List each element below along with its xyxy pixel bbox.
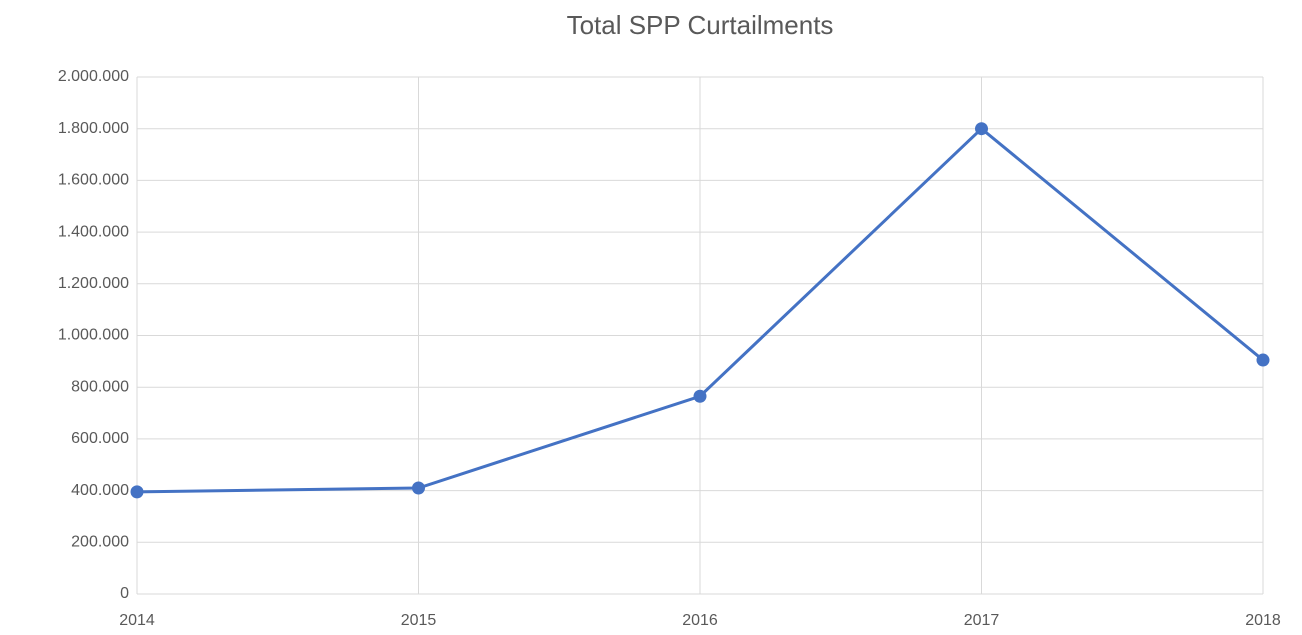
y-tick-label: 1.400.000 [58, 223, 129, 240]
y-tick-label: 0 [120, 585, 129, 602]
marker [975, 122, 988, 136]
y-tick-label: 600.000 [71, 430, 129, 447]
y-tick-label: 1.800.000 [58, 120, 129, 137]
y-tick-label: 400.000 [71, 482, 129, 499]
y-tick-label: 2.000.000 [58, 68, 129, 85]
y-tick-label: 800.000 [71, 378, 129, 395]
marker [693, 389, 707, 403]
x-tick-label: 2016 [682, 612, 718, 629]
marker [1256, 353, 1270, 367]
x-tick-label: 2018 [1245, 612, 1281, 629]
chart-title: Total SPP Curtailments [567, 10, 834, 40]
marker [412, 481, 425, 495]
x-tick-label: 2015 [401, 612, 437, 629]
x-tick-label: 2014 [119, 612, 155, 629]
y-tick-label: 200.000 [71, 534, 129, 551]
x-tick-label: 2017 [964, 612, 1000, 629]
y-tick-label: 1.000.000 [58, 327, 129, 344]
marker [130, 485, 144, 499]
y-tick-label: 1.200.000 [58, 275, 129, 292]
y-tick-label: 1.600.000 [58, 172, 129, 189]
